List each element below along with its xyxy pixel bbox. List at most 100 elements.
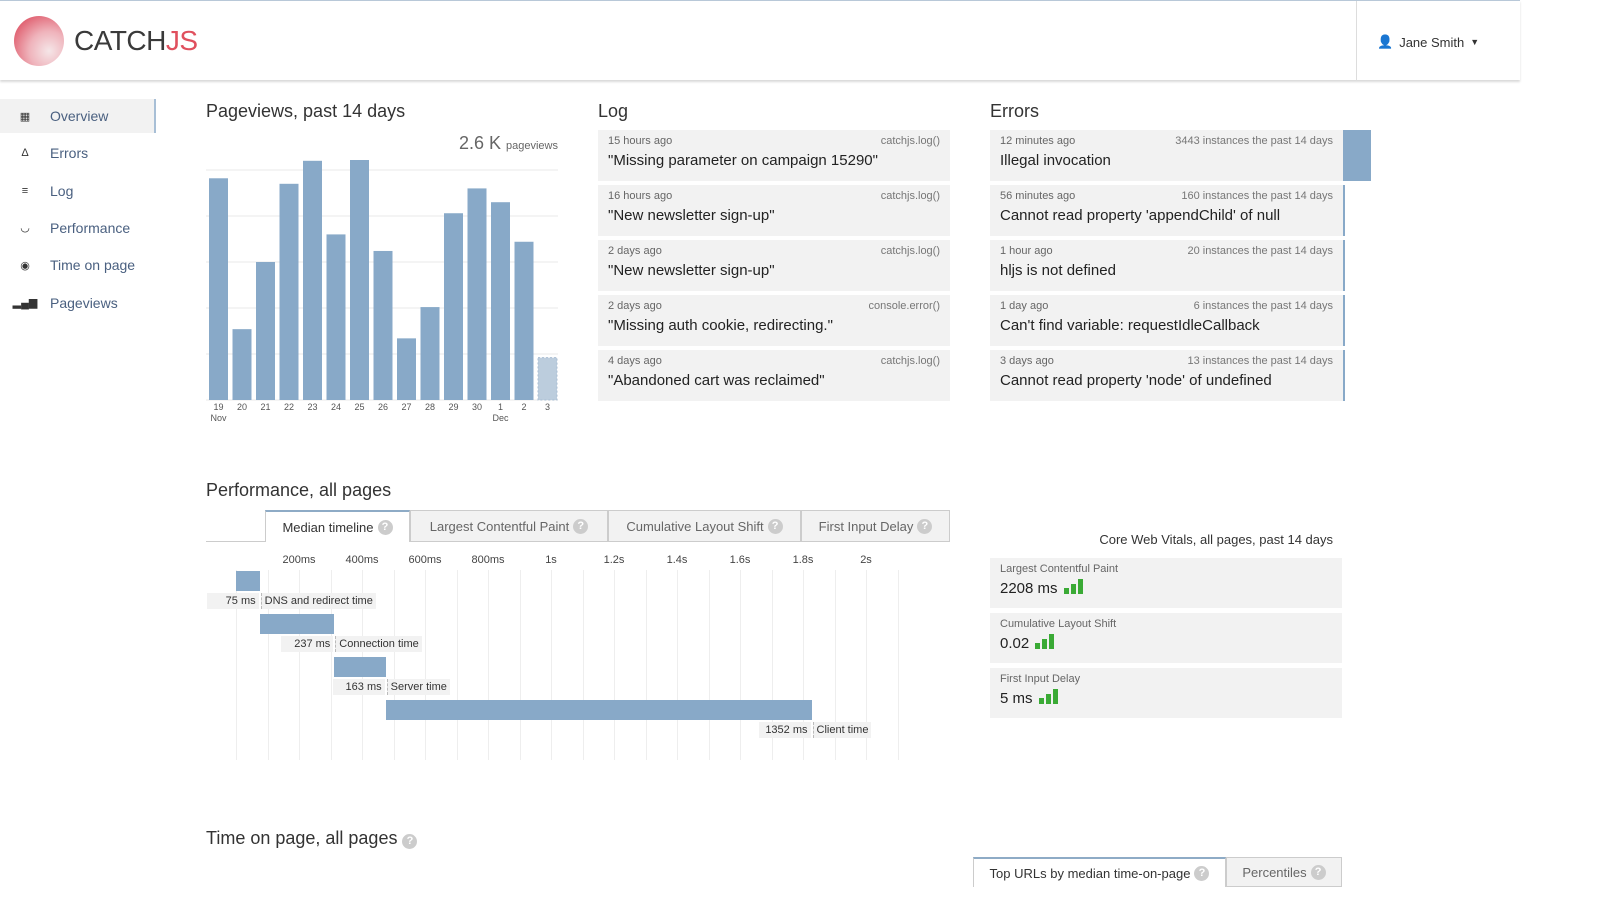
cwv-card[interactable]: First Input Delay 5 ms: [990, 668, 1342, 718]
log-message: "New newsletter sign-up": [608, 207, 775, 224]
x-tick-label: 25: [354, 402, 364, 412]
x-tick-label: 29: [448, 402, 458, 412]
help-icon[interactable]: ?: [377, 519, 393, 535]
bar-29[interactable]: [444, 213, 463, 400]
timeline-bar[interactable]: [236, 571, 260, 591]
eye-icon: ◉: [20, 259, 30, 272]
log-source: catchjs.log(): [880, 245, 940, 257]
user-menu[interactable]: 👤 Jane Smith ▼: [1377, 34, 1479, 50]
bar-22[interactable]: [279, 183, 299, 400]
tab-label: Median timeline: [282, 519, 374, 535]
timeline-value: 163 ms: [332, 679, 385, 695]
error-frequency-bar: [1343, 295, 1345, 346]
x-tick-label: 22: [284, 402, 294, 412]
sidebar-item-errors[interactable]: Δ Errors: [0, 136, 156, 170]
bar-25[interactable]: [350, 160, 369, 400]
bar-19[interactable]: [209, 178, 228, 400]
bar-27[interactable]: [397, 338, 416, 400]
log-message: "Missing parameter on campaign 15290": [608, 152, 878, 169]
error-entry[interactable]: 56 minutes ago 160 instances the past 14 …: [990, 185, 1345, 236]
error-entry[interactable]: 1 hour ago 20 instances the past 14 days h…: [990, 240, 1345, 291]
error-entry[interactable]: 3 days ago 13 instances the past 14 days C…: [990, 350, 1345, 401]
sidebar-item-overview[interactable]: ▦ Overview: [0, 99, 156, 133]
help-icon[interactable]: ?: [573, 518, 589, 534]
timeline-gridline: [393, 570, 395, 760]
log-message: "Abandoned cart was reclaimed": [608, 372, 825, 389]
log-source: catchjs.log(): [880, 190, 940, 202]
log-entry[interactable]: 2 days ago catchjs.log() "New newsletter s…: [598, 240, 950, 291]
error-entry[interactable]: 1 day ago 6 instances the past 14 days Can…: [990, 295, 1345, 346]
cwv-card[interactable]: Largest Contentful Paint 2208 ms: [990, 558, 1342, 608]
sidebar-item-performance[interactable]: ◡ Performance: [0, 211, 156, 245]
log-message: "Missing auth cookie, redirecting.": [608, 317, 833, 334]
timeline-gridline: [897, 570, 899, 760]
x-tick-label: 1: [498, 402, 503, 412]
timeline-value: 237 ms: [281, 636, 334, 652]
timeline-gridline: [519, 570, 521, 760]
log-entry[interactable]: 15 hours ago catchjs.log() "Missing parame…: [598, 130, 950, 181]
month-label: Dec: [492, 413, 509, 423]
pageviews-total: 2.6 K pageviews: [459, 133, 558, 154]
tab-median-timeline[interactable]: Median timeline?: [265, 510, 410, 542]
timeline-gridline: [488, 570, 489, 760]
x-tick-label: 28: [425, 402, 435, 412]
error-count: 6 instances the past 14 days: [1193, 300, 1333, 312]
bar-30[interactable]: [467, 188, 487, 400]
timeline-gridline: [645, 570, 647, 760]
sidebar-item-log[interactable]: ≡ Log: [0, 174, 156, 208]
tab-label: Percentiles: [1242, 864, 1307, 880]
help-icon[interactable]: ?: [1310, 864, 1326, 880]
sidebar-item-label: Time on page: [50, 257, 136, 274]
bar-24[interactable]: [326, 234, 346, 400]
timeline-gridline: [614, 570, 615, 760]
tab-percentiles[interactable]: Percentiles?: [1226, 857, 1342, 887]
help-icon[interactable]: ?: [767, 518, 783, 534]
sidebar-item-label: Pageviews: [50, 294, 118, 311]
log-time: 16 hours ago: [608, 190, 673, 202]
log-entry[interactable]: 16 hours ago catchjs.log() "New newsletter…: [598, 185, 950, 236]
error-message: hljs is not defined: [1000, 262, 1116, 279]
timeline-bar[interactable]: [334, 657, 386, 677]
timeline-gridline: [236, 570, 237, 760]
bar-1[interactable]: [491, 202, 510, 400]
log-entry[interactable]: 4 days ago catchjs.log() "Abandoned cart w…: [598, 350, 950, 401]
help-icon[interactable]: ?: [402, 834, 418, 849]
sidebar-item-label: Performance: [50, 219, 131, 236]
help-icon[interactable]: ?: [1194, 865, 1210, 881]
tab-first-input-delay[interactable]: First Input Delay?: [801, 510, 950, 542]
x-tick-label: 24: [331, 402, 341, 412]
bar-3[interactable]: [537, 357, 558, 401]
bar-21[interactable]: [256, 262, 275, 400]
tab-largest-contentful-paint[interactable]: Largest Contentful Paint?: [410, 510, 608, 542]
tab-cumulative-layout-shift[interactable]: Cumulative Layout Shift?: [608, 510, 801, 542]
user-icon: 👤: [1377, 34, 1394, 49]
tab-top-urls-by-median-time-on-page[interactable]: Top URLs by median time-on-page?: [973, 857, 1226, 887]
log-entry[interactable]: 2 days ago console.error() "Missing auth c…: [598, 295, 950, 346]
timeline-bar[interactable]: [385, 700, 812, 720]
error-entry[interactable]: 12 minutes ago 3443 instances the past 14…: [990, 130, 1371, 181]
x-tick-label: 26: [378, 402, 388, 412]
cwv-title: Core Web Vitals, all pages, past 14 days: [1099, 532, 1333, 547]
error-time: 1 hour ago: [1000, 245, 1053, 257]
timeline-gridline: [425, 570, 426, 760]
timeline-name: Client time: [812, 722, 872, 738]
timeline-gridline: [582, 570, 584, 760]
error-count: 160 instances the past 14 days: [1181, 190, 1333, 202]
timeline-bar[interactable]: [259, 614, 335, 634]
logo-icon[interactable]: [14, 16, 64, 66]
error-message: Can't find variable: requestIdleCallback: [1000, 317, 1260, 334]
sidebar-item-time-on-page[interactable]: ◉ Time on page: [0, 248, 156, 282]
bar-2[interactable]: [514, 241, 534, 400]
cwv-card[interactable]: Cumulative Layout Shift 0.02: [990, 613, 1342, 663]
time-on-page-title-text: Time on page, all pages: [206, 828, 398, 848]
bar-26[interactable]: [373, 250, 393, 400]
bar-23[interactable]: [303, 160, 322, 400]
brand-accent: JS: [165, 25, 198, 56]
bar-20[interactable]: [232, 329, 252, 400]
brand-logo[interactable]: CATCHJS: [74, 25, 198, 57]
help-icon[interactable]: ?: [917, 518, 933, 534]
user-name: Jane Smith: [1399, 34, 1465, 50]
sidebar-item-pageviews[interactable]: ▂▄▆ Pageviews: [0, 286, 156, 320]
timeline-tick: 1s: [545, 554, 557, 566]
bar-28[interactable]: [420, 307, 440, 400]
